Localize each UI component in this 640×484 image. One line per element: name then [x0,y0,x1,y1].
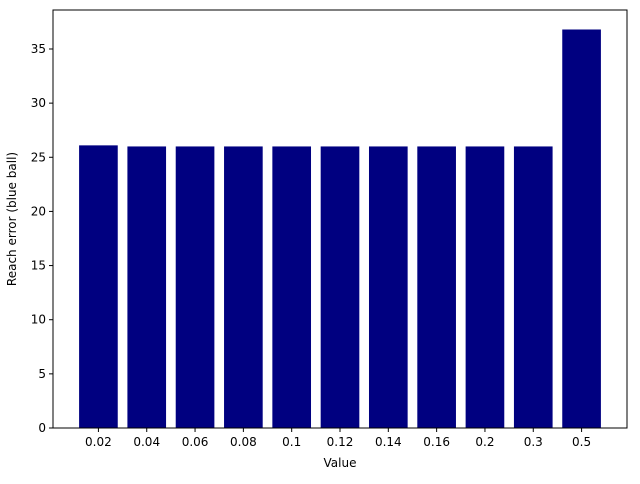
y-tick-label: 20 [31,204,46,218]
y-tick-label: 10 [31,313,46,327]
x-tick-label: 0.2 [475,435,494,449]
x-tick-label: 0.06 [182,435,209,449]
y-tick-label: 15 [31,259,46,273]
bar-0.2 [465,146,505,428]
x-tick-label: 0.14 [375,435,402,449]
x-tick-label: 0.08 [230,435,257,449]
bar-0.16 [417,146,456,428]
y-tick-label: 35 [31,42,46,56]
bars-group [79,29,601,429]
x-tick-label: 0.02 [85,435,112,449]
bar-0.04 [127,146,167,428]
y-tick-label: 0 [38,421,46,435]
y-tick-label: 25 [31,150,46,164]
y-tick-label: 30 [31,96,46,110]
bar-0.02 [79,145,118,428]
bar-0.08 [224,146,263,428]
x-tick-label: 0.5 [572,435,591,449]
x-tick-label: 0.1 [282,435,301,449]
y-tick-label: 5 [38,367,46,381]
bar-0.14 [368,146,408,428]
x-tick-label: 0.12 [327,435,354,449]
bar-0.5 [562,29,601,429]
bar-0.3 [513,146,553,428]
x-axis-ticks: 0.02 0.04 0.06 0.08 0.1 0.12 0.14 0.16 0.2 0.3 0.5 [85,428,591,449]
y-axis-label: Reach error (blue ball) [5,152,19,286]
x-tick-label: 0.16 [423,435,450,449]
bar-0.12 [320,146,360,428]
bar-0.06 [175,146,215,428]
x-tick-label: 0.3 [524,435,543,449]
bar-0.1 [272,146,312,428]
x-axis-label: Value [324,456,357,470]
x-tick-label: 0.04 [133,435,160,449]
y-axis-ticks: 0 5 10 15 20 25 30 35 [31,42,53,435]
plot-frame [52,9,628,429]
